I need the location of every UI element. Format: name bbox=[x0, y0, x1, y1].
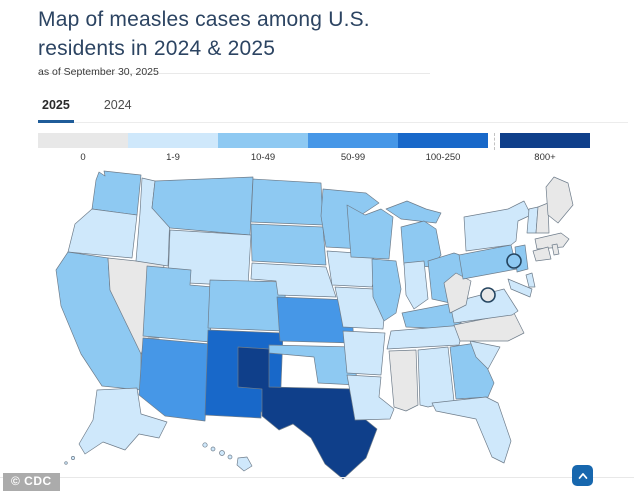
marker-new-york-city[interactable] bbox=[506, 253, 522, 269]
legend: 0 1-9 10-49 50-99 100-250 800+ bbox=[38, 133, 590, 163]
tab-2025[interactable]: 2025 bbox=[38, 92, 74, 123]
state-florida[interactable] bbox=[431, 396, 512, 464]
legend-bin-10-49: 10-49 bbox=[218, 133, 308, 163]
as-of-date: as of September 30, 2025 bbox=[38, 66, 159, 78]
state-washington[interactable] bbox=[91, 170, 142, 216]
state-hawaii[interactable] bbox=[202, 442, 208, 448]
state-hawaii[interactable] bbox=[210, 446, 216, 452]
state-oklahoma[interactable] bbox=[268, 344, 358, 386]
state-south-carolina[interactable] bbox=[469, 340, 501, 370]
legend-bin-50-99: 50-99 bbox=[308, 133, 398, 163]
us-choropleth-map bbox=[55, 158, 600, 493]
legend-label: 1-9 bbox=[166, 152, 180, 163]
state-nebraska[interactable] bbox=[250, 262, 337, 298]
legend-bin-1-9: 1-9 bbox=[128, 133, 218, 163]
state-louisiana[interactable] bbox=[346, 374, 395, 421]
legend-label: 0 bbox=[80, 152, 86, 163]
state-illinois[interactable] bbox=[371, 258, 402, 322]
state-connecticut[interactable] bbox=[532, 246, 552, 262]
marker-district-of-columbia[interactable] bbox=[480, 287, 496, 303]
state-mississippi[interactable] bbox=[388, 349, 419, 412]
state-arkansas[interactable] bbox=[342, 330, 386, 376]
state-texas[interactable] bbox=[237, 346, 378, 480]
legend-label: 800+ bbox=[534, 152, 556, 163]
state-michigan-upper[interactable] bbox=[385, 200, 442, 224]
legend-swatch bbox=[128, 133, 218, 148]
state-alaska-aleutians[interactable] bbox=[71, 456, 75, 460]
state-oregon[interactable] bbox=[67, 208, 138, 259]
state-colorado[interactable] bbox=[207, 279, 287, 332]
state-west-virginia[interactable] bbox=[443, 272, 472, 314]
state-maine[interactable] bbox=[545, 176, 574, 224]
state-indiana[interactable] bbox=[403, 260, 429, 310]
dashed-divider bbox=[493, 133, 495, 150]
state-south-dakota[interactable] bbox=[250, 223, 327, 266]
legend-swatch bbox=[500, 133, 590, 148]
legend-label: 10-49 bbox=[250, 152, 276, 163]
state-delaware[interactable] bbox=[525, 272, 536, 288]
state-wisconsin[interactable] bbox=[346, 204, 394, 260]
scroll-to-top-button[interactable] bbox=[572, 465, 593, 486]
year-tabs: 2025 2024 bbox=[38, 92, 628, 123]
state-hawaii-big-island[interactable] bbox=[236, 456, 253, 472]
state-new-hampshire[interactable] bbox=[535, 202, 550, 234]
bottom-divider bbox=[0, 477, 634, 478]
legend-swatch bbox=[218, 133, 308, 148]
legend-swatch bbox=[308, 133, 398, 148]
legend-swatch bbox=[398, 133, 488, 148]
state-hawaii[interactable] bbox=[227, 454, 233, 460]
chevron-up-icon bbox=[578, 472, 587, 479]
state-rhode-island[interactable] bbox=[551, 243, 560, 256]
legend-bin-800plus: 800+ bbox=[500, 133, 590, 163]
legend-scale-break bbox=[488, 133, 500, 150]
state-massachusetts[interactable] bbox=[534, 232, 570, 250]
state-montana[interactable] bbox=[151, 176, 254, 236]
state-north-dakota[interactable] bbox=[250, 178, 324, 226]
legend-swatch bbox=[38, 133, 128, 148]
state-maryland[interactable] bbox=[507, 278, 533, 298]
state-arizona[interactable] bbox=[138, 337, 211, 422]
legend-bin-0: 0 bbox=[38, 133, 128, 163]
legend-bin-100-250: 100-250 bbox=[398, 133, 488, 163]
page-title: Map of measles cases among U.S. resident… bbox=[38, 6, 430, 74]
tab-2024[interactable]: 2024 bbox=[103, 98, 132, 112]
state-alaska-aleutians[interactable] bbox=[64, 461, 68, 465]
legend-label: 100-250 bbox=[425, 152, 461, 163]
cdc-credit-badge: © CDC bbox=[3, 473, 60, 491]
state-new-york[interactable] bbox=[463, 200, 532, 252]
state-hawaii[interactable] bbox=[219, 450, 225, 456]
state-alabama[interactable] bbox=[417, 346, 455, 408]
state-virginia[interactable] bbox=[449, 288, 519, 324]
state-tennessee[interactable] bbox=[386, 324, 465, 350]
legend-label: 50-99 bbox=[340, 152, 366, 163]
state-alaska[interactable] bbox=[78, 387, 168, 455]
